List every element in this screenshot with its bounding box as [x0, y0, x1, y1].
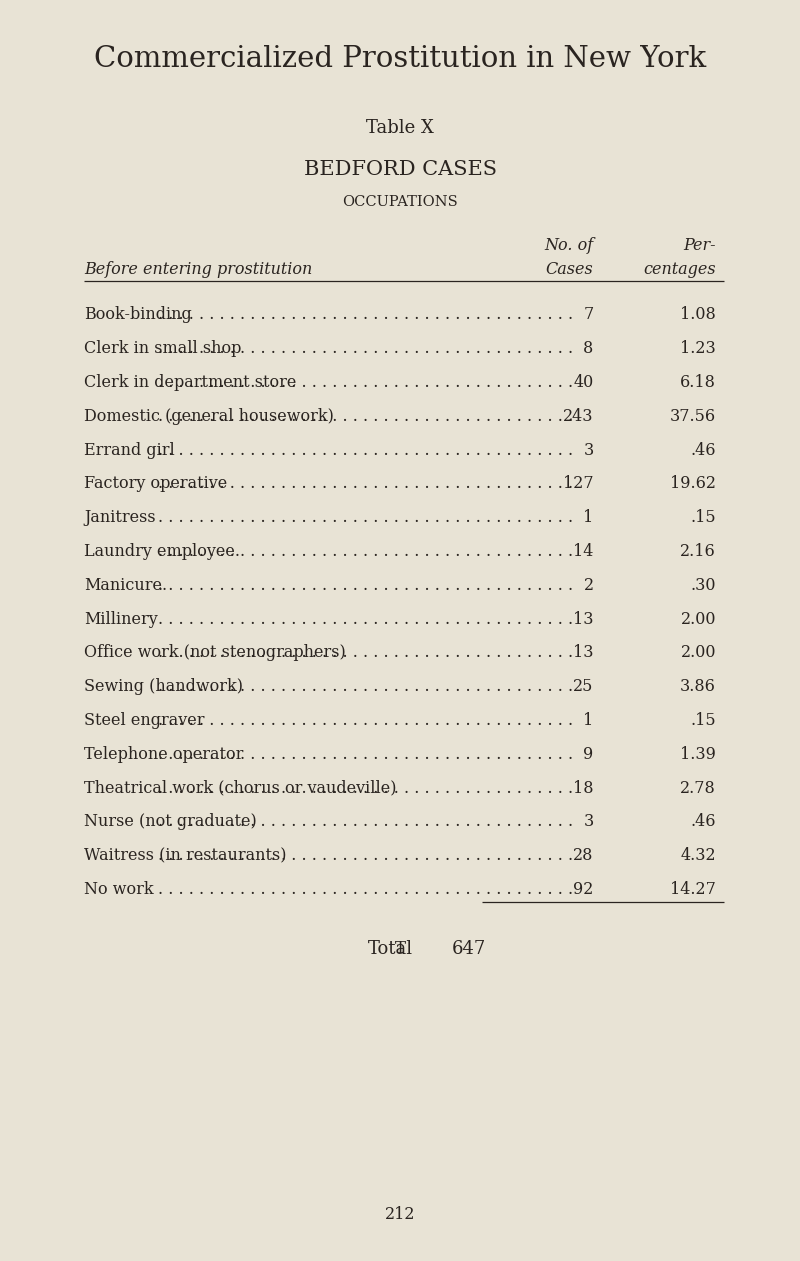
Text: . . . . . . . . . . . . . . . . . . . . . . . . . . . . . . . . . . . . . . . . : . . . . . . . . . . . . . . . . . . . . …	[158, 375, 574, 391]
Text: OCCUPATIONS: OCCUPATIONS	[342, 195, 458, 209]
Text: centages: centages	[643, 261, 716, 277]
Text: 13: 13	[573, 610, 594, 628]
Text: .46: .46	[690, 813, 716, 830]
Text: . . . . . . . . . . . . . . . . . . . . . . . . . . . . . . . . . . . . . . . . : . . . . . . . . . . . . . . . . . . . . …	[158, 881, 574, 898]
Text: No. of: No. of	[545, 237, 594, 253]
Text: . . . . . . . . . . . . . . . . . . . . . . . . . . . . . . . . . . . . . . . . : . . . . . . . . . . . . . . . . . . . . …	[158, 576, 574, 594]
Text: 18: 18	[573, 779, 594, 797]
Text: Janitress: Janitress	[84, 509, 156, 526]
Text: 14.27: 14.27	[670, 881, 716, 898]
Text: 3: 3	[583, 813, 594, 830]
Text: . . . . . . . . . . . . . . . . . . . . . . . . . . . . . . . . . . . . . . . . : . . . . . . . . . . . . . . . . . . . . …	[158, 712, 574, 729]
Text: . . . . . . . . . . . . . . . . . . . . . . . . . . . . . . . . . . . . . . . . : . . . . . . . . . . . . . . . . . . . . …	[158, 847, 574, 864]
Text: Theatrical work (chorus or vaudeville): Theatrical work (chorus or vaudeville)	[84, 779, 397, 797]
Text: Office work (not stenographers): Office work (not stenographers)	[84, 644, 346, 661]
Text: Laundry employee.: Laundry employee.	[84, 543, 240, 560]
Text: 25: 25	[574, 678, 594, 695]
Text: 2.00: 2.00	[681, 610, 716, 628]
Text: 3.86: 3.86	[680, 678, 716, 695]
Text: BEDFORD CASES: BEDFORD CASES	[303, 160, 497, 179]
Text: Domestic (general housework): Domestic (general housework)	[84, 407, 334, 425]
Text: 647: 647	[452, 939, 486, 957]
Text: Per-: Per-	[683, 237, 716, 253]
Text: 6.18: 6.18	[680, 375, 716, 391]
Text: Sewing (handwork): Sewing (handwork)	[84, 678, 243, 695]
Text: .15: .15	[690, 509, 716, 526]
Text: . . . . . . . . . . . . . . . . . . . . . . . . . . . . . . . . . . . . . . . . : . . . . . . . . . . . . . . . . . . . . …	[158, 813, 574, 830]
Text: T: T	[394, 939, 406, 957]
Text: . . . . . . . . . . . . . . . . . . . . . . . . . . . . . . . . . . . . . . . . : . . . . . . . . . . . . . . . . . . . . …	[158, 678, 574, 695]
Text: Millinery: Millinery	[84, 610, 158, 628]
Text: . . . . . . . . . . . . . . . . . . . . . . . . . . . . . . . . . . . . . . . . : . . . . . . . . . . . . . . . . . . . . …	[158, 340, 574, 357]
Text: .15: .15	[690, 712, 716, 729]
Text: 1: 1	[583, 712, 594, 729]
Text: 212: 212	[385, 1207, 415, 1223]
Text: Before entering prostitution: Before entering prostitution	[84, 261, 312, 277]
Text: 14: 14	[574, 543, 594, 560]
Text: . . . . . . . . . . . . . . . . . . . . . . . . . . . . . . . . . . . . . . . . : . . . . . . . . . . . . . . . . . . . . …	[158, 644, 574, 661]
Text: 2.16: 2.16	[680, 543, 716, 560]
Text: 1.08: 1.08	[680, 306, 716, 323]
Text: 1.39: 1.39	[680, 745, 716, 763]
Text: Table X: Table X	[366, 119, 434, 136]
Text: 243: 243	[563, 407, 594, 425]
Text: Factory operative: Factory operative	[84, 475, 227, 492]
Text: 2.78: 2.78	[680, 779, 716, 797]
Text: 1.23: 1.23	[680, 340, 716, 357]
Text: Commercialized Prostitution in New York: Commercialized Prostitution in New York	[94, 45, 706, 73]
Text: 28: 28	[574, 847, 594, 864]
Text: 13: 13	[573, 644, 594, 661]
Text: 37.56: 37.56	[670, 407, 716, 425]
Text: . . . . . . . . . . . . . . . . . . . . . . . . . . . . . . . . . . . . . . . . : . . . . . . . . . . . . . . . . . . . . …	[158, 610, 574, 628]
Text: . . . . . . . . . . . . . . . . . . . . . . . . . . . . . . . . . . . . . . . . : . . . . . . . . . . . . . . . . . . . . …	[158, 441, 574, 459]
Text: 127: 127	[563, 475, 594, 492]
Text: . . . . . . . . . . . . . . . . . . . . . . . . . . . . . . . . . . . . . . . . : . . . . . . . . . . . . . . . . . . . . …	[158, 745, 574, 763]
Text: Manicure.: Manicure.	[84, 576, 167, 594]
Text: Cases: Cases	[546, 261, 594, 277]
Text: 8: 8	[583, 340, 594, 357]
Text: . . . . . . . . . . . . . . . . . . . . . . . . . . . . . . . . . . . . . . . . : . . . . . . . . . . . . . . . . . . . . …	[158, 475, 574, 492]
Text: 9: 9	[583, 745, 594, 763]
Text: Clerk in small shop: Clerk in small shop	[84, 340, 242, 357]
Text: Total: Total	[368, 939, 413, 957]
Text: Telephone operator: Telephone operator	[84, 745, 243, 763]
Text: Waitress (in restaurants): Waitress (in restaurants)	[84, 847, 286, 864]
Text: No work: No work	[84, 881, 154, 898]
Text: . . . . . . . . . . . . . . . . . . . . . . . . . . . . . . . . . . . . . . . . : . . . . . . . . . . . . . . . . . . . . …	[158, 543, 574, 560]
Text: .46: .46	[690, 441, 716, 459]
Text: Book-binding: Book-binding	[84, 306, 192, 323]
Text: 2: 2	[583, 576, 594, 594]
Text: 92: 92	[574, 881, 594, 898]
Text: 4.32: 4.32	[680, 847, 716, 864]
Text: 3: 3	[583, 441, 594, 459]
Text: . . . . . . . . . . . . . . . . . . . . . . . . . . . . . . . . . . . . . . . . : . . . . . . . . . . . . . . . . . . . . …	[158, 779, 574, 797]
Text: Clerk in department store: Clerk in department store	[84, 375, 296, 391]
Text: Steel engraver: Steel engraver	[84, 712, 205, 729]
Text: . . . . . . . . . . . . . . . . . . . . . . . . . . . . . . . . . . . . . . . . : . . . . . . . . . . . . . . . . . . . . …	[158, 407, 574, 425]
Text: 1: 1	[583, 509, 594, 526]
Text: Errand girl: Errand girl	[84, 441, 174, 459]
Text: . . . . . . . . . . . . . . . . . . . . . . . . . . . . . . . . . . . . . . . . : . . . . . . . . . . . . . . . . . . . . …	[158, 306, 574, 323]
Text: .30: .30	[690, 576, 716, 594]
Text: 7: 7	[583, 306, 594, 323]
Text: 2.00: 2.00	[681, 644, 716, 661]
Text: . . . . . . . . . . . . . . . . . . . . . . . . . . . . . . . . . . . . . . . . : . . . . . . . . . . . . . . . . . . . . …	[158, 509, 574, 526]
Text: 40: 40	[574, 375, 594, 391]
Text: 19.62: 19.62	[670, 475, 716, 492]
Text: Nurse (not graduate): Nurse (not graduate)	[84, 813, 257, 830]
